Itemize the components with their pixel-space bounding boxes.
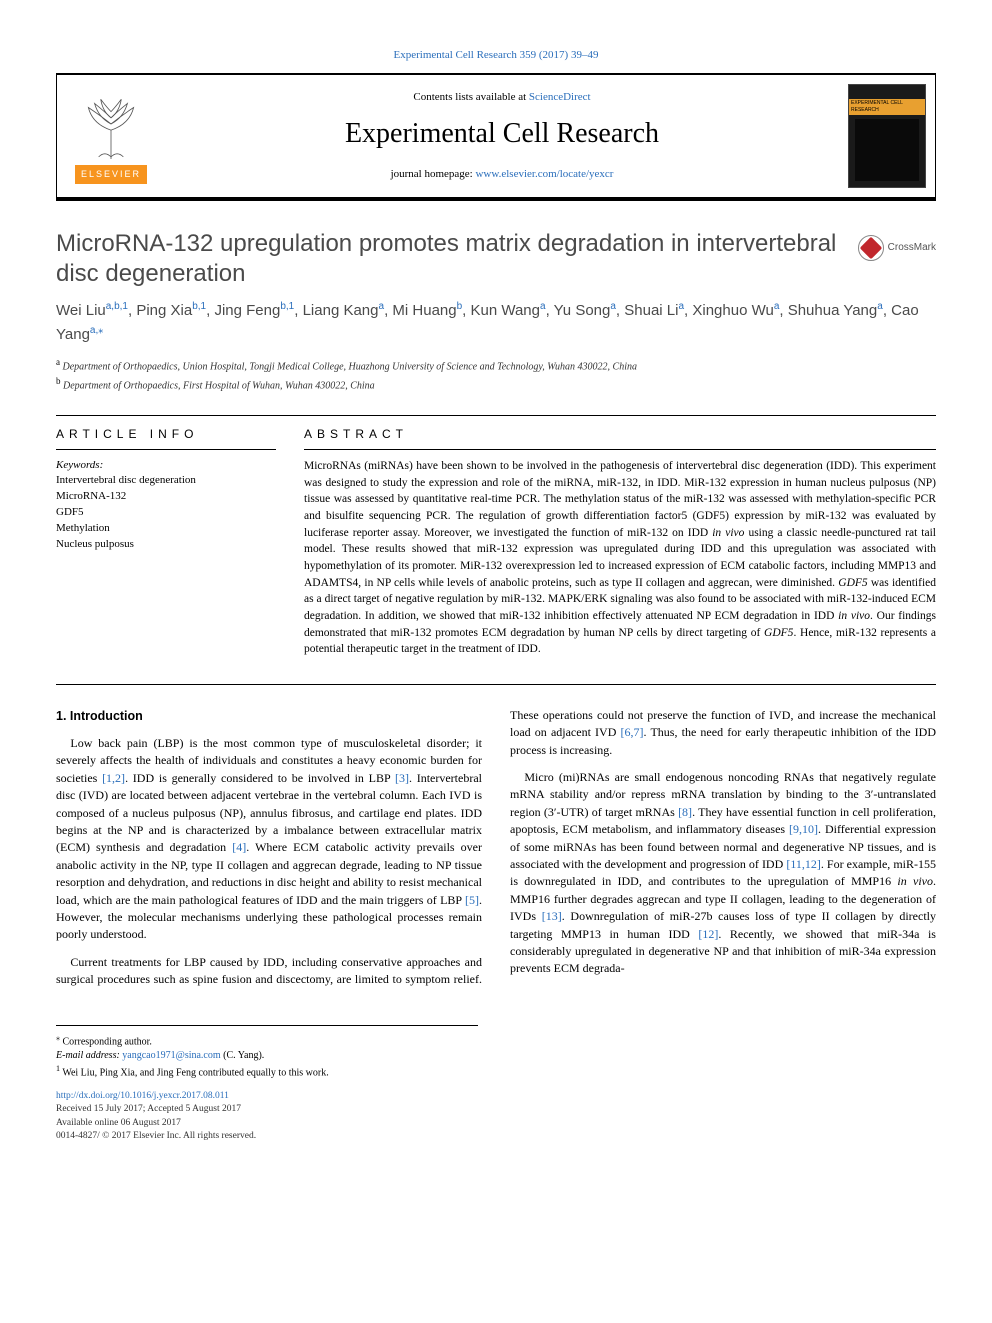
title-row: MicroRNA-132 upregulation promotes matri… <box>56 229 936 289</box>
contents-line: Contents lists available at ScienceDirec… <box>173 90 831 105</box>
corresponding-email-link[interactable]: yangcao1971@sina.com <box>122 1050 220 1061</box>
top-citation: Experimental Cell Research 359 (2017) 39… <box>56 48 936 63</box>
keyword: Methylation <box>56 521 276 537</box>
crossmark-label: CrossMark <box>888 241 936 255</box>
homepage-prefix: journal homepage: <box>391 168 476 180</box>
crossmark-badge[interactable]: CrossMark <box>858 235 936 261</box>
footnote-email: E-mail address: yangcao1971@sina.com (C.… <box>56 1049 478 1063</box>
publisher-block: ELSEVIER <box>57 75 165 197</box>
cover-lower <box>855 119 919 181</box>
footer-received: Received 15 July 2017; Accepted 5 August… <box>56 1103 936 1116</box>
divider <box>56 684 936 685</box>
footnotes: ⁎ Corresponding author. E-mail address: … <box>56 1025 478 1081</box>
info-abstract-row: ARTICLE INFO Keywords: Intervertebral di… <box>56 415 936 658</box>
journal-header: ELSEVIER Contents lists available at Sci… <box>56 73 936 201</box>
keywords-list: Intervertebral disc degenerationMicroRNA… <box>56 473 276 553</box>
doi-link[interactable]: http://dx.doi.org/10.1016/j.yexcr.2017.0… <box>56 1091 229 1101</box>
article-info-col: ARTICLE INFO Keywords: Intervertebral di… <box>56 416 276 658</box>
journal-cover-thumb: EXPERIMENTAL CELL RESEARCH <box>848 84 926 188</box>
footnote-equal: 1 Wei Liu, Ping Xia, and Jing Feng contr… <box>56 1063 478 1080</box>
journal-name: Experimental Cell Research <box>173 114 831 153</box>
homepage-line: journal homepage: www.elsevier.com/locat… <box>173 167 831 182</box>
footer-available: Available online 06 August 2017 <box>56 1117 936 1130</box>
affiliation: b Department of Orthopaedics, First Hosp… <box>56 375 936 393</box>
top-citation-link[interactable]: Experimental Cell Research 359 (2017) 39… <box>394 49 599 61</box>
page: Experimental Cell Research 359 (2017) 39… <box>0 0 992 1175</box>
affiliations: a Department of Orthopaedics, Union Hosp… <box>56 356 936 393</box>
authors: Wei Liua,b,1, Ping Xiab,1, Jing Fengb,1,… <box>56 299 936 346</box>
elsevier-tree-icon <box>77 89 145 161</box>
affiliation: a Department of Orthopaedics, Union Hosp… <box>56 356 936 374</box>
keyword: GDF5 <box>56 505 276 521</box>
body-columns: 1. Introduction Low back pain (LBP) is t… <box>56 707 936 989</box>
article-title: MicroRNA-132 upregulation promotes matri… <box>56 229 858 289</box>
body-paragraph: Micro (mi)RNAs are small endogenous nonc… <box>510 769 936 978</box>
keyword: Nucleus pulposus <box>56 537 276 553</box>
crossmark-icon <box>858 235 884 261</box>
abstract-text: MicroRNAs (miRNAs) have been shown to be… <box>304 458 936 658</box>
footnote-corresponding: ⁎ Corresponding author. <box>56 1032 478 1049</box>
header-center: Contents lists available at ScienceDirec… <box>165 80 839 192</box>
sciencedirect-link[interactable]: ScienceDirect <box>529 91 591 103</box>
cover-band: EXPERIMENTAL CELL RESEARCH <box>849 99 925 115</box>
footer: http://dx.doi.org/10.1016/j.yexcr.2017.0… <box>56 1090 936 1143</box>
abstract-col: ABSTRACT MicroRNAs (miRNAs) have been sh… <box>304 416 936 658</box>
publisher-label: ELSEVIER <box>75 165 147 184</box>
abstract-heading: ABSTRACT <box>304 416 936 450</box>
homepage-link[interactable]: www.elsevier.com/locate/yexcr <box>475 168 613 180</box>
footer-copyright: 0014-4827/ © 2017 Elsevier Inc. All righ… <box>56 1130 936 1143</box>
keywords-label: Keywords: <box>56 458 276 473</box>
keyword: Intervertebral disc degeneration <box>56 473 276 489</box>
section-heading: 1. Introduction <box>56 707 482 725</box>
header-right: EXPERIMENTAL CELL RESEARCH <box>839 75 935 197</box>
body-paragraph: Low back pain (LBP) is the most common t… <box>56 735 482 944</box>
article-info-heading: ARTICLE INFO <box>56 416 276 450</box>
contents-prefix: Contents lists available at <box>413 91 528 103</box>
keyword: MicroRNA-132 <box>56 489 276 505</box>
